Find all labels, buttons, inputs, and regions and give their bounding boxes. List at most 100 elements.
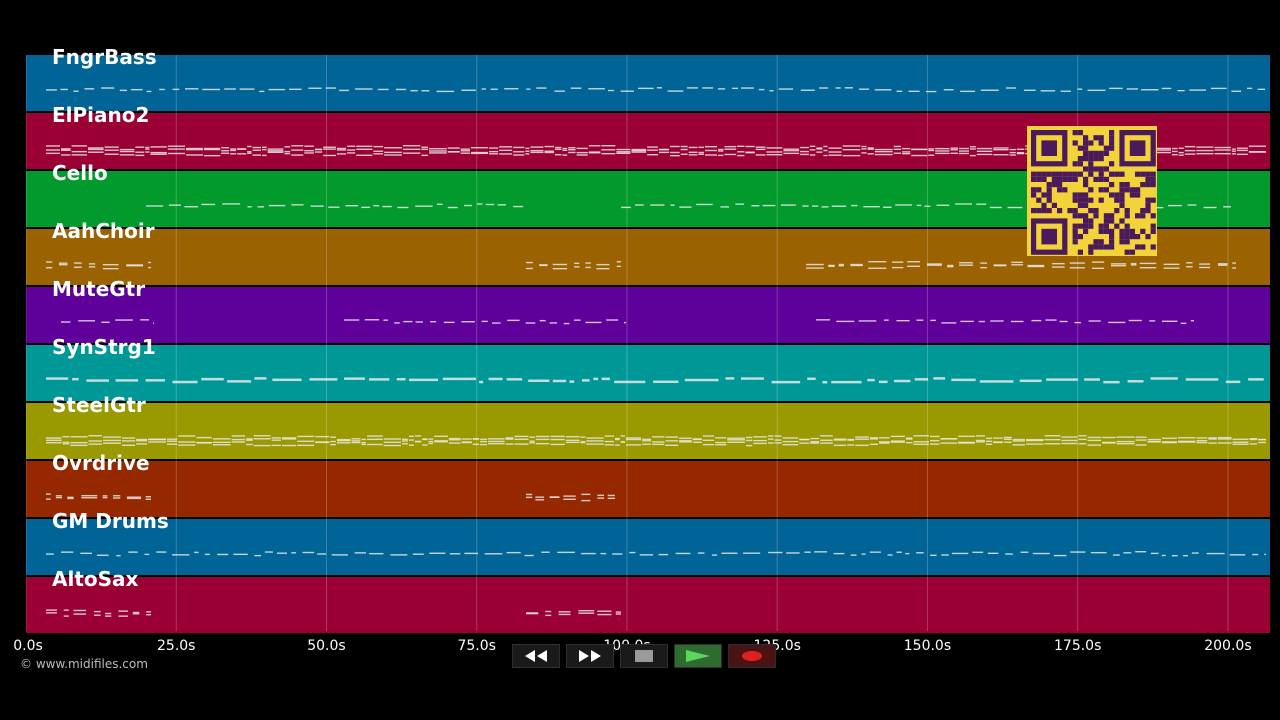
track-steelgtr[interactable]: SteelGtr bbox=[26, 393, 1270, 461]
note bbox=[239, 88, 255, 90]
track-altosax[interactable]: AltoSax bbox=[26, 567, 1270, 635]
note bbox=[489, 153, 499, 155]
stop-button[interactable] bbox=[620, 644, 668, 668]
note bbox=[1087, 444, 1102, 446]
note bbox=[568, 147, 576, 149]
note bbox=[993, 264, 1007, 267]
note bbox=[951, 552, 969, 555]
qr-module bbox=[1077, 234, 1083, 240]
note bbox=[291, 145, 304, 147]
rewind-icon bbox=[525, 650, 547, 662]
track-mutegtr[interactable]: MuteGtr bbox=[26, 277, 1270, 345]
note bbox=[1161, 87, 1172, 90]
note bbox=[1196, 439, 1208, 442]
qr-module bbox=[1103, 244, 1109, 250]
note bbox=[221, 152, 230, 154]
note bbox=[472, 438, 480, 440]
note bbox=[926, 264, 942, 266]
fast-forward-button[interactable] bbox=[566, 644, 614, 668]
note bbox=[409, 378, 439, 382]
track-fngrbass[interactable]: FngrBass bbox=[26, 45, 1270, 113]
note bbox=[410, 89, 418, 92]
note bbox=[480, 440, 488, 443]
qr-module bbox=[1036, 187, 1042, 193]
note bbox=[421, 90, 430, 92]
note bbox=[807, 377, 816, 381]
qr-module bbox=[1083, 213, 1089, 219]
note bbox=[653, 380, 679, 384]
note bbox=[616, 265, 621, 268]
record-button[interactable] bbox=[728, 644, 776, 668]
note bbox=[718, 148, 724, 151]
note bbox=[895, 204, 913, 206]
note bbox=[847, 444, 855, 446]
note bbox=[869, 437, 879, 439]
note bbox=[979, 380, 1014, 383]
note bbox=[336, 147, 347, 150]
note bbox=[88, 440, 103, 442]
note bbox=[414, 440, 422, 443]
note bbox=[615, 613, 621, 615]
note bbox=[1116, 436, 1135, 438]
note bbox=[890, 440, 905, 442]
qr-module bbox=[1041, 192, 1047, 198]
note bbox=[600, 552, 607, 555]
note bbox=[145, 148, 150, 150]
qr-module bbox=[1067, 171, 1073, 177]
note bbox=[604, 435, 614, 437]
note bbox=[126, 497, 142, 500]
note bbox=[1102, 442, 1116, 444]
note bbox=[1016, 148, 1025, 150]
note bbox=[1248, 378, 1264, 381]
note bbox=[771, 380, 801, 384]
note bbox=[289, 88, 302, 91]
note bbox=[415, 321, 423, 323]
note bbox=[499, 146, 513, 148]
track-gm-drums[interactable]: GM Drums bbox=[26, 509, 1270, 577]
note bbox=[430, 320, 437, 323]
qr-module bbox=[1109, 213, 1115, 219]
note bbox=[718, 150, 724, 152]
note bbox=[461, 441, 472, 443]
note bbox=[115, 319, 133, 321]
note bbox=[581, 493, 591, 496]
note bbox=[658, 151, 670, 154]
note bbox=[809, 145, 816, 148]
note bbox=[530, 151, 544, 154]
note bbox=[330, 436, 336, 438]
note bbox=[990, 320, 1004, 322]
note bbox=[94, 614, 101, 616]
note bbox=[530, 146, 544, 148]
play-button[interactable] bbox=[674, 644, 722, 668]
qr-finder bbox=[1041, 140, 1057, 156]
note bbox=[557, 551, 575, 554]
note bbox=[1027, 264, 1045, 267]
rewind-button[interactable] bbox=[512, 644, 560, 668]
note bbox=[291, 552, 296, 554]
qr-module bbox=[1072, 234, 1078, 240]
note bbox=[810, 442, 820, 444]
note bbox=[166, 438, 178, 440]
qr-module bbox=[1088, 249, 1094, 255]
note bbox=[1012, 440, 1025, 442]
note bbox=[297, 444, 315, 447]
note bbox=[60, 154, 71, 156]
play-icon bbox=[686, 650, 710, 662]
note bbox=[745, 444, 753, 447]
note bbox=[284, 146, 291, 148]
note bbox=[428, 440, 434, 443]
track-synstrg1[interactable]: SynStrg1 bbox=[26, 335, 1270, 403]
qr-module bbox=[1145, 208, 1151, 214]
note bbox=[1103, 380, 1120, 384]
note bbox=[601, 152, 616, 155]
note bbox=[930, 319, 936, 322]
note bbox=[1044, 443, 1061, 445]
note bbox=[1031, 319, 1042, 322]
note bbox=[46, 553, 54, 555]
note bbox=[1147, 438, 1161, 441]
note bbox=[879, 437, 890, 439]
qr-module bbox=[1109, 171, 1115, 177]
track-ovrdrive[interactable]: Ovrdrive bbox=[26, 451, 1270, 519]
note bbox=[940, 438, 958, 440]
qr-module bbox=[1031, 176, 1037, 182]
